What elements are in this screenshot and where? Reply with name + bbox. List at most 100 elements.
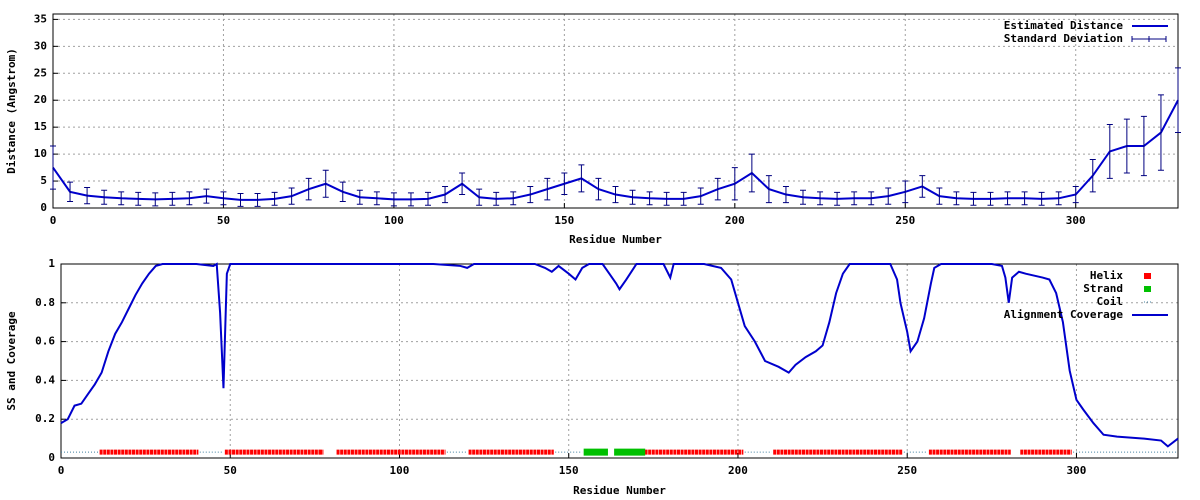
error-bar — [731, 167, 738, 201]
y-tick-label: 25 — [34, 66, 47, 79]
error-bar — [834, 191, 841, 206]
y-tick-label: 35 — [34, 12, 47, 25]
error-bar — [186, 191, 193, 206]
legend-label: Helix — [1090, 269, 1123, 282]
error-bar — [1089, 159, 1096, 193]
error-bar — [425, 191, 431, 206]
error-bar — [765, 175, 772, 204]
error-bar — [322, 169, 329, 198]
plot-border — [60, 263, 1179, 459]
y-tick-label: 5 — [40, 174, 47, 187]
error-bar — [1055, 191, 1062, 206]
y-tick-label: 0 — [48, 451, 55, 464]
y-tick-label: 0.6 — [35, 335, 55, 348]
error-bar — [714, 177, 721, 201]
data-line — [52, 99, 1179, 201]
x-tick-label: 100 — [384, 214, 404, 227]
legend-label: Strand — [1083, 282, 1123, 295]
error-bar — [800, 189, 806, 205]
error-bar — [851, 191, 858, 206]
error-bar — [970, 191, 977, 206]
error-bar — [1123, 118, 1130, 174]
legend-label: Coil — [1097, 295, 1124, 308]
error-bar — [527, 185, 534, 204]
error-bar — [646, 191, 653, 206]
error-bar — [697, 187, 704, 205]
y-tick-label: 15 — [34, 120, 47, 133]
error-bar — [1157, 94, 1164, 171]
x-tick-label: 200 — [728, 464, 748, 477]
error-bar — [612, 185, 619, 204]
error-bar — [476, 188, 483, 206]
error-bar — [220, 191, 227, 206]
error-bar — [50, 145, 56, 190]
x-axis-label: Residue Number — [569, 233, 662, 246]
x-tick-label: 50 — [224, 464, 237, 477]
error-bar — [953, 191, 960, 206]
x-tick-label: 150 — [559, 464, 579, 477]
legend-sample — [1131, 36, 1167, 42]
error-bar — [1004, 191, 1011, 206]
error-bar — [118, 191, 125, 206]
error-bar — [203, 188, 210, 204]
y-tick-label: 10 — [34, 147, 47, 160]
error-bar — [373, 191, 380, 206]
x-tick-label: 300 — [1067, 464, 1087, 477]
error-bar — [390, 192, 397, 207]
y-axis-label: SS and Coverage — [5, 311, 18, 411]
y-tick-label: 1 — [48, 257, 55, 270]
legend-label: Standard Deviation — [1004, 32, 1123, 45]
error-bar — [868, 191, 875, 206]
x-tick-label: 200 — [725, 214, 745, 227]
error-bar — [288, 187, 295, 205]
error-bar — [629, 189, 636, 205]
error-bar — [987, 191, 994, 206]
data-line — [60, 262, 1179, 448]
error-bar — [578, 164, 585, 193]
x-tick-label: 0 — [58, 464, 65, 477]
error-bar — [817, 191, 824, 206]
x-axis-label: Residue Number — [573, 484, 666, 497]
error-bar — [663, 191, 670, 206]
error-bar — [1072, 185, 1079, 204]
error-bar — [680, 191, 687, 206]
error-bar — [169, 191, 176, 206]
error-bar — [1038, 191, 1045, 206]
y-tick-label: 0.8 — [35, 296, 55, 309]
error-bar — [902, 180, 909, 204]
x-tick-label: 250 — [895, 214, 915, 227]
x-tick-label: 300 — [1066, 214, 1086, 227]
error-bar — [459, 172, 466, 196]
y-tick-label: 20 — [34, 93, 47, 106]
error-bar — [510, 191, 517, 206]
error-bar — [1140, 115, 1147, 177]
error-bar — [339, 181, 346, 203]
y-tick-label: 0.4 — [35, 373, 55, 386]
x-tick-label: 250 — [897, 464, 917, 477]
y-axis-label: Distance (Angstrom) — [5, 48, 18, 174]
error-bar — [101, 189, 108, 205]
error-bar — [407, 192, 414, 207]
error-bar — [254, 192, 261, 207]
error-bar — [885, 187, 892, 205]
error-bar — [1021, 191, 1028, 206]
error-bar — [493, 191, 500, 206]
error-bar — [1106, 123, 1113, 179]
error-bar — [237, 192, 244, 207]
legend-label: Estimated Distance — [1004, 19, 1124, 32]
error-bar — [1175, 67, 1181, 134]
error-bar — [67, 181, 74, 203]
x-tick-label: 100 — [390, 464, 410, 477]
y-tick-label: 30 — [34, 39, 47, 52]
error-bar — [305, 177, 312, 201]
error-bar — [442, 185, 449, 204]
error-bar — [544, 177, 551, 201]
error-bar — [356, 189, 363, 205]
error-bar — [84, 187, 91, 205]
x-tick-label: 150 — [554, 214, 574, 227]
legend-label: Alignment Coverage — [1004, 308, 1124, 321]
x-tick-label: 0 — [50, 214, 57, 227]
error-bar — [919, 175, 926, 198]
